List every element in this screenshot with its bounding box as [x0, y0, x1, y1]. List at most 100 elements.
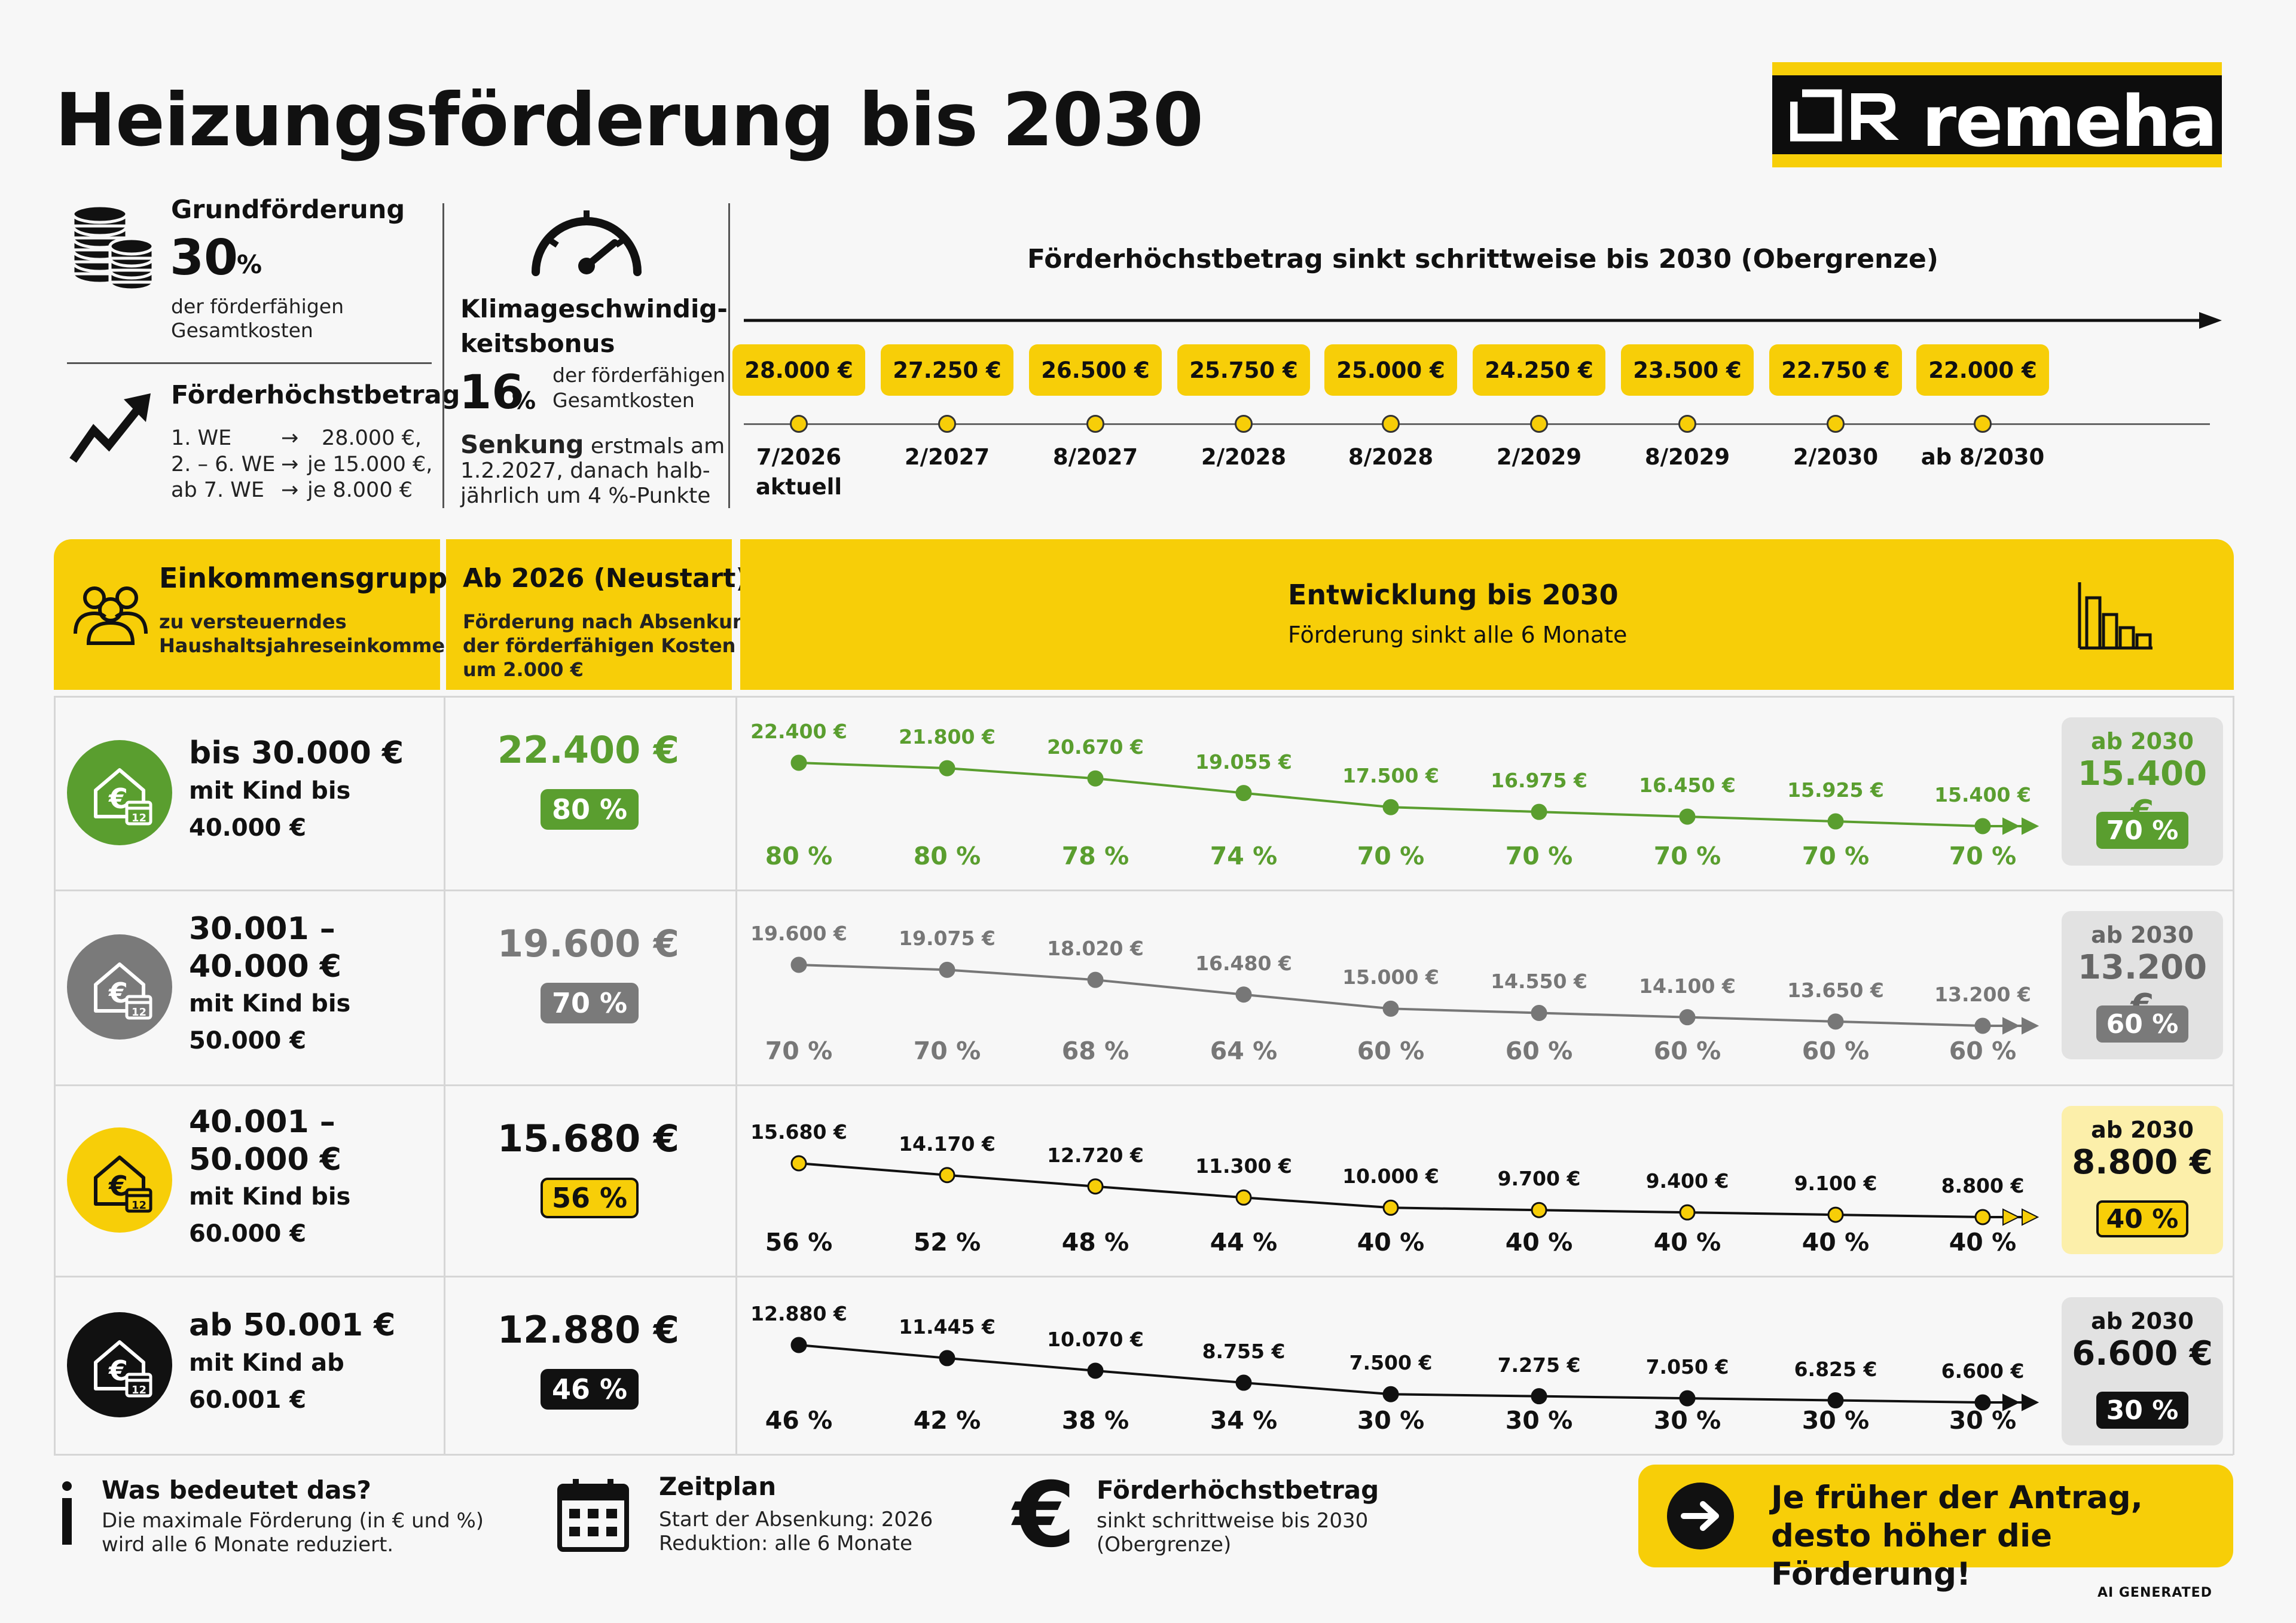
- series-arrowhead: [2022, 1017, 2039, 1035]
- svg-text:12: 12: [132, 1199, 146, 1212]
- klima-unit: %: [512, 387, 536, 415]
- data-label-percent: 42 %: [913, 1406, 981, 1435]
- footer-zeit-title: Zeitplan: [659, 1472, 777, 1501]
- timeline-amount-pill: 26.500 €: [1029, 344, 1162, 396]
- timeline-note: aktuell: [755, 474, 842, 500]
- hoechst-line-3-value: je 8.000 €: [307, 478, 413, 502]
- income-house-icon: €12: [67, 1127, 172, 1233]
- income-range-label: 30.001 –: [189, 911, 335, 947]
- timeline-amount-pill: 23.500 €: [1621, 344, 1754, 396]
- footer-foerd-text-2: (Obergrenze): [1097, 1533, 1232, 1557]
- hoechst-line-2-label: 2. – 6. WE: [171, 453, 276, 476]
- brand-name: remeha: [1922, 80, 2218, 163]
- header-col1-sub-2: Haushaltsjahreseinkommen: [159, 634, 459, 657]
- series-point: [939, 1350, 955, 1367]
- series-arrowhead: [2002, 1017, 2020, 1035]
- timeline-dot: [1086, 415, 1104, 433]
- grund-value: 30: [170, 230, 239, 286]
- data-label-percent: 70 %: [1653, 842, 1721, 870]
- data-label-percent: 60 %: [1653, 1037, 1721, 1065]
- klima-desc-1: der förderfähigen: [552, 363, 726, 387]
- header-development: [740, 539, 2234, 690]
- bar-chart-icon: [2078, 582, 2152, 650]
- data-label-percent: 70 %: [1505, 842, 1573, 870]
- neustart-percent-badge: 70 %: [541, 983, 639, 1023]
- development-line-chart: [790, 754, 2039, 835]
- divider: [67, 362, 432, 364]
- timeline-amount-pill: 24.250 €: [1473, 344, 1605, 396]
- series-arrowhead: [2022, 817, 2039, 835]
- euro-icon: €: [1013, 1463, 1076, 1567]
- income-range-label: ab 50.001 €: [189, 1307, 396, 1343]
- timeline-date: 2/2028: [1201, 444, 1287, 470]
- timeline-dot: [1235, 415, 1253, 433]
- series-point: [1679, 1390, 1696, 1407]
- series-point: [1235, 785, 1252, 802]
- ab-2030-percent-badge: 60 %: [2096, 1005, 2188, 1043]
- hoechst-line-3-arrow: →: [281, 478, 299, 502]
- page-title: Heizungsförderung bis 2030: [55, 78, 1204, 163]
- data-label-amount: 7.050 €: [1645, 1355, 1729, 1379]
- data-label-amount: 8.755 €: [1202, 1340, 1286, 1364]
- development-line-chart: [790, 956, 2039, 1035]
- data-label-amount: 18.020 €: [1047, 937, 1144, 961]
- data-label-percent: 44 %: [1210, 1228, 1278, 1257]
- timeline-amount-pill: 28.000 €: [732, 344, 865, 396]
- header-col2-sub-2: der förderfähigen Kosten: [463, 634, 736, 657]
- income-range-label: mit Kind bis: [189, 990, 351, 1017]
- footer-was-text-1: Die maximale Förderung (in € und %): [102, 1509, 484, 1533]
- data-label-percent: 64 %: [1210, 1037, 1278, 1065]
- klima-senkung-rest: erstmals am: [584, 434, 725, 459]
- cta-line-1: Je früher der Antrag,: [1771, 1480, 2143, 1516]
- data-label-percent: 56 %: [765, 1228, 833, 1257]
- timeline-dot: [790, 415, 808, 433]
- series-point: [1974, 1017, 1991, 1034]
- data-label-percent: 70 %: [1949, 842, 2017, 870]
- income-range-label: mit Kind bis: [189, 777, 351, 805]
- neustart-percent-badge: 56 %: [541, 1178, 639, 1218]
- data-label-amount: 11.300 €: [1195, 1154, 1292, 1178]
- data-label-amount: 12.720 €: [1047, 1143, 1144, 1167]
- series-point: [790, 754, 807, 771]
- arrow-right-icon: [1667, 1483, 1734, 1549]
- series-point: [1974, 1209, 1991, 1225]
- ab-2030-label: ab 2030: [2091, 922, 2194, 948]
- ab-2030-amount: 6.600 €: [2072, 1334, 2213, 1373]
- series-point: [1235, 1189, 1252, 1206]
- data-label-amount: 16.975 €: [1491, 769, 1587, 793]
- ab-2030-percent-badge: 40 %: [2096, 1200, 2188, 1237]
- series-point: [1235, 1374, 1252, 1391]
- series-point: [1974, 818, 1991, 835]
- table-border: [735, 696, 737, 1455]
- ai-generated-label: AI GENERATED: [2097, 1585, 2212, 1600]
- series-point: [1382, 1199, 1399, 1216]
- data-label-amount: 10.070 €: [1047, 1327, 1144, 1351]
- series-point: [790, 1337, 807, 1353]
- footer-was-title: Was bedeutet das?: [102, 1475, 371, 1505]
- hoechst-line-2-value: je 15.000 €,: [307, 453, 433, 476]
- data-label-amount: 7.275 €: [1497, 1353, 1581, 1377]
- hoechst-line-1-value: 28.000 €,: [322, 426, 422, 450]
- timeline-date: 7/2026: [756, 444, 842, 470]
- series-point: [939, 1167, 955, 1184]
- info-icon-dot: [62, 1481, 72, 1491]
- data-label-amount: 13.200 €: [1934, 983, 2031, 1006]
- timeline-date: 2/2027: [904, 444, 990, 470]
- ab-2030-label: ab 2030: [2091, 1308, 2194, 1334]
- ab-2030-box: ab 2030 8.800 € 40 %: [2062, 1106, 2223, 1254]
- series-point: [1382, 799, 1399, 815]
- data-label-amount: 9.100 €: [1794, 1172, 1877, 1196]
- data-label-amount: 19.055 €: [1195, 750, 1292, 774]
- income-range-label: 60.001 €: [189, 1386, 307, 1414]
- hoechst-line-2-arrow: →: [281, 453, 299, 476]
- table-border: [54, 696, 56, 1455]
- data-label-percent: 40 %: [1653, 1228, 1721, 1257]
- hoechst-title: Förderhöchstbetrag: [171, 380, 460, 410]
- series-point: [939, 760, 955, 777]
- data-label-percent: 70 %: [1802, 842, 1870, 870]
- data-label-amount: 15.000 €: [1342, 965, 1439, 989]
- data-label-amount: 15.925 €: [1787, 778, 1884, 802]
- series-arrowhead: [2022, 1393, 2039, 1411]
- income-range-label: 40.000 €: [189, 949, 341, 985]
- data-label-percent: 70 %: [913, 1037, 981, 1065]
